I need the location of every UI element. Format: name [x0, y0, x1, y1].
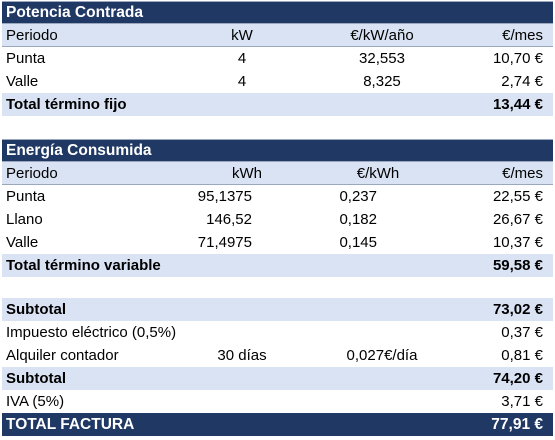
col-eur-mes: €/mes [502, 26, 543, 44]
energia-column-headers: Periodo kWh €/kWh €/mes [2, 162, 553, 185]
potencia-total-label: Total término fijo [6, 96, 127, 113]
row-price: 0,182 [339, 211, 377, 228]
col-eur-mes: €/mes [502, 164, 543, 182]
row-kwh: 146,52 [206, 211, 252, 228]
energia-title: Energía Consumida [6, 141, 152, 159]
potencia-column-headers: Periodo kW €/kW/año €/mes [2, 24, 553, 47]
impuesto-label: Impuesto eléctrico (0,5%) [6, 324, 177, 341]
subtotal-row: Subtotal 73,02 € [2, 298, 553, 321]
col-periodo: Periodo [6, 26, 58, 44]
row-kwh: 95,1375 [197, 188, 252, 205]
row-kwh: 71,4975 [197, 234, 252, 251]
table-row: Punta 95,1375 0,237 22,55 € [2, 185, 553, 208]
row-periodo: Punta [6, 50, 46, 67]
subtotal-label: Subtotal [6, 301, 66, 318]
col-kwh: kWh [232, 164, 262, 182]
alquiler-label: Alquiler contador [6, 347, 119, 364]
energia-total-value: 59,58 € [492, 257, 543, 274]
col-eur-kw-ano: €/kW/año [350, 26, 414, 44]
row-price: 8,325 [363, 73, 401, 90]
impuesto-value: 0,37 € [501, 324, 543, 341]
energia-section-header: Energía Consumida [2, 139, 553, 162]
iva-value: 3,71 € [501, 393, 543, 410]
row-periodo: Valle [6, 73, 39, 90]
col-kw: kW [231, 26, 253, 44]
row-price: 32,553 [359, 50, 405, 67]
subtotal-value: 73,02 € [492, 301, 543, 318]
alquiler-value: 0,81 € [501, 347, 543, 364]
row-periodo: Valle [6, 234, 39, 251]
row-kw: 4 [237, 50, 247, 67]
iva-row: IVA (5%) 3,71 € [2, 390, 553, 413]
total-factura-value: 77,91 € [491, 415, 543, 433]
potencia-title: Potencia Contrada [6, 3, 143, 21]
row-amount: 10,70 € [492, 50, 543, 67]
row-periodo: Llano [6, 211, 43, 228]
col-periodo: Periodo [6, 164, 58, 182]
row-amount: 10,37 € [492, 234, 543, 251]
row-kw: 4 [237, 73, 247, 90]
row-price: 0,237 [339, 188, 377, 205]
table-row: Llano 146,52 0,182 26,67 € [2, 208, 553, 231]
energia-total-row: Total término variable 59,58 € [2, 254, 553, 277]
potencia-section-header: Potencia Contrada [2, 1, 553, 24]
row-amount: 26,67 € [492, 211, 543, 228]
impuesto-row: Impuesto eléctrico (0,5%) 0,37 € [2, 321, 553, 344]
table-row: Punta 4 32,553 10,70 € [2, 47, 553, 70]
alquiler-precio: 0,027€/día [346, 347, 418, 364]
row-amount: 2,74 € [501, 73, 543, 90]
energia-total-label: Total término variable [6, 257, 161, 274]
total-factura-row: TOTAL FACTURA 77,91 € [2, 413, 553, 436]
row-price: 0,145 [339, 234, 377, 251]
alquiler-dias: 30 días [217, 347, 267, 364]
table-row: Valle 71,4975 0,145 10,37 € [2, 231, 553, 254]
alquiler-row: Alquiler contador 30 días 0,027€/día 0,8… [2, 344, 553, 367]
subtotal-row: Subtotal 74,20 € [2, 367, 553, 390]
row-amount: 22,55 € [492, 188, 543, 205]
total-factura-label: TOTAL FACTURA [6, 415, 135, 433]
col-eur-kwh: €/kWh [356, 164, 400, 182]
table-row: Valle 4 8,325 2,74 € [2, 70, 553, 93]
subtotal-value: 74,20 € [492, 370, 543, 387]
row-periodo: Punta [6, 188, 46, 205]
subtotal-label: Subtotal [6, 370, 66, 387]
iva-label: IVA (5%) [6, 393, 65, 410]
potencia-total-value: 13,44 € [492, 96, 543, 113]
potencia-total-row: Total término fijo 13,44 € [2, 93, 553, 116]
